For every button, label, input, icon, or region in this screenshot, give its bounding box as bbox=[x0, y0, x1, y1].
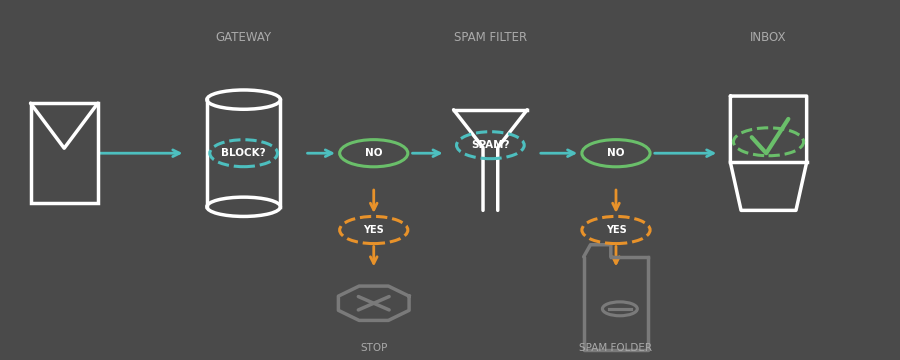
Text: BLOCK?: BLOCK? bbox=[221, 148, 266, 158]
Text: SPAM?: SPAM? bbox=[471, 140, 509, 150]
Text: INBOX: INBOX bbox=[751, 31, 787, 44]
Text: NO: NO bbox=[365, 148, 382, 158]
Text: SPAM FILTER: SPAM FILTER bbox=[454, 31, 526, 44]
Text: YES: YES bbox=[606, 225, 626, 235]
Text: GATEWAY: GATEWAY bbox=[216, 31, 272, 44]
Text: SPAM FOLDER: SPAM FOLDER bbox=[580, 343, 652, 353]
Text: NO: NO bbox=[608, 148, 625, 158]
Text: STOP: STOP bbox=[360, 343, 387, 353]
Text: YES: YES bbox=[364, 225, 384, 235]
